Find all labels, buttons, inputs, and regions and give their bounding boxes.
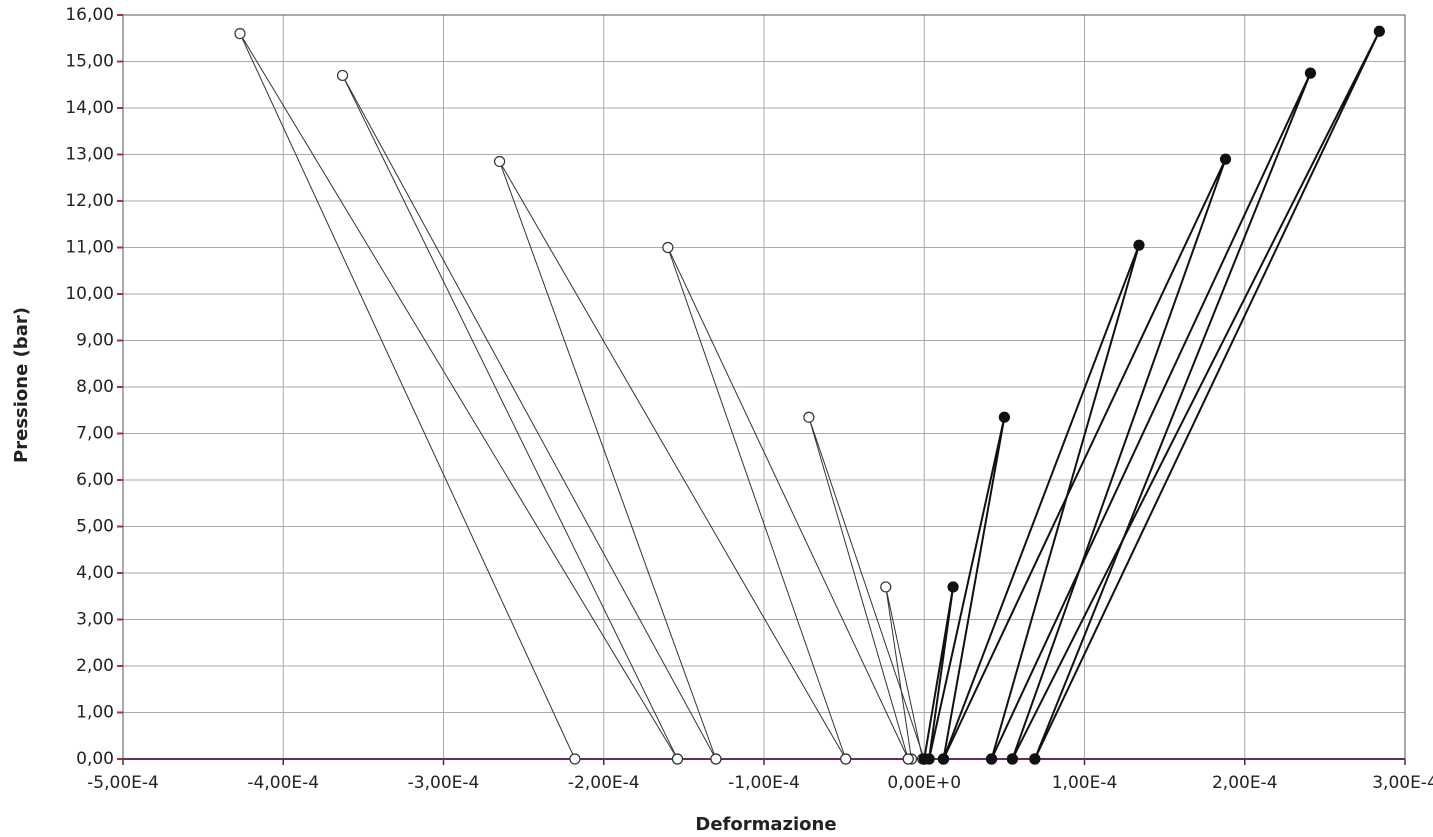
series-line <box>990 72 1312 760</box>
series-line <box>667 247 909 760</box>
x-tick-label: -3,00E-4 <box>408 773 480 793</box>
data-point <box>803 411 815 423</box>
data-point <box>336 69 349 82</box>
y-tick-label: 12,00 <box>65 191 114 211</box>
data-point <box>947 581 959 593</box>
data-point <box>1373 25 1385 37</box>
data-point <box>1029 753 1041 765</box>
data-point <box>1133 239 1145 251</box>
data-point <box>923 753 935 765</box>
y-tick-label: 1,00 <box>76 703 114 723</box>
data-point <box>671 753 684 765</box>
x-tick-label: -4,00E-4 <box>247 773 319 793</box>
data-point <box>985 753 998 765</box>
x-tick-label: -5,00E-4 <box>87 773 159 793</box>
x-tick-label: -1,00E-4 <box>728 773 800 793</box>
x-tick-label: 3,00E-4 <box>1372 773 1433 793</box>
data-point <box>902 753 914 765</box>
data-point <box>710 753 722 765</box>
series-line <box>239 33 678 760</box>
y-tick-label: 7,00 <box>76 424 114 444</box>
y-axis-title: Pressione (bar) <box>11 307 32 463</box>
y-tick-label: 4,00 <box>76 563 114 583</box>
y-tick-label: 16,00 <box>65 5 114 25</box>
y-tick-label: 5,00 <box>76 517 114 537</box>
x-tick-label: 1,00E-4 <box>1052 773 1118 793</box>
y-tick-label: 8,00 <box>76 377 114 397</box>
x-axis-title: Deformazione <box>695 814 836 835</box>
y-tick-label: 9,00 <box>76 331 114 351</box>
data-point <box>234 27 246 40</box>
data-point <box>937 753 950 765</box>
y-tick-label: 13,00 <box>65 145 114 165</box>
y-tick-label: 6,00 <box>76 470 114 490</box>
data-point <box>1304 67 1317 79</box>
data-point <box>662 241 674 254</box>
series-line <box>808 417 925 760</box>
y-tick-label: 0,00 <box>76 749 114 769</box>
data-point <box>1006 753 1018 765</box>
x-tick-label: -2,00E-4 <box>568 773 640 793</box>
series-line <box>885 586 924 760</box>
series-line <box>1011 30 1381 760</box>
data-point <box>493 155 506 168</box>
y-tick-label: 2,00 <box>76 656 114 676</box>
data-point <box>840 753 852 765</box>
data-point <box>998 411 1010 423</box>
x-tick-label: 2,00E-4 <box>1212 773 1278 793</box>
y-tick-label: 15,00 <box>65 52 114 72</box>
data-point <box>880 581 892 593</box>
data-point <box>569 753 581 765</box>
series-line <box>942 244 1140 760</box>
series-line <box>342 75 717 760</box>
y-tick-label: 11,00 <box>65 238 114 258</box>
y-tick-label: 10,00 <box>65 284 114 304</box>
y-tick-label: 3,00 <box>76 610 114 630</box>
data-point <box>1219 153 1232 165</box>
series-line <box>499 161 847 760</box>
x-tick-label: 0,00E+0 <box>887 773 961 793</box>
y-tick-label: 14,00 <box>65 98 114 118</box>
